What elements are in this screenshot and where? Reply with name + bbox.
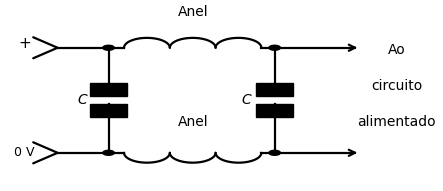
Text: alimentado: alimentado	[357, 115, 436, 129]
Circle shape	[103, 150, 114, 155]
Circle shape	[103, 45, 114, 50]
Bar	[89, 104, 127, 117]
Text: C: C	[241, 93, 251, 107]
Text: +: +	[18, 36, 31, 51]
Text: Anel: Anel	[177, 115, 208, 129]
Text: circuito: circuito	[371, 79, 422, 93]
Bar	[256, 83, 293, 96]
Text: Ao: Ao	[388, 43, 405, 57]
Text: 0 V: 0 V	[14, 146, 35, 159]
Circle shape	[269, 45, 280, 50]
Text: Anel: Anel	[177, 5, 208, 19]
Bar	[89, 83, 127, 96]
Text: C: C	[77, 93, 87, 107]
Circle shape	[269, 150, 280, 155]
Bar	[256, 104, 293, 117]
